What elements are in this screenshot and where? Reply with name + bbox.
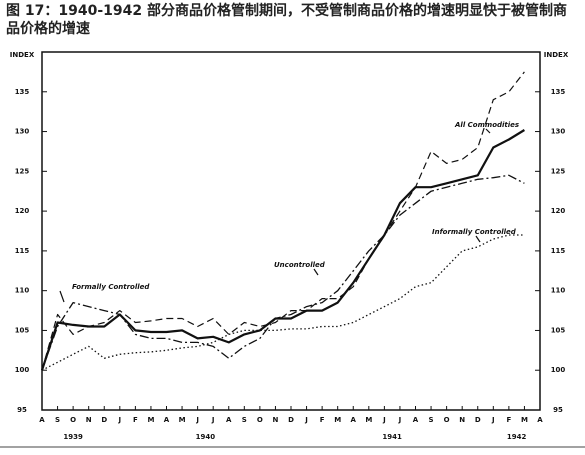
x-tick-label: A xyxy=(39,416,45,424)
x-tick-label: J xyxy=(211,416,215,424)
x-tick-label: A xyxy=(537,416,543,424)
series-line xyxy=(41,234,525,371)
series-label: All Commodities xyxy=(454,121,519,129)
x-tick-label: M xyxy=(521,416,528,424)
y2-tick-label: 115 xyxy=(551,247,566,255)
x-group-label: 1941 xyxy=(382,433,402,441)
y-tick-label: 105 xyxy=(15,326,30,334)
y-tick-label: 135 xyxy=(15,88,30,96)
series-line xyxy=(40,129,525,371)
y2-tick-label: 120 xyxy=(551,207,566,215)
series-label: Formally Controlled xyxy=(72,283,150,291)
y-tick-label: 110 xyxy=(15,287,30,295)
x-group-label: 1939 xyxy=(63,433,83,441)
label-arrow xyxy=(475,235,481,243)
y2-tick-label: 125 xyxy=(551,167,566,175)
x-tick-label: A xyxy=(164,416,170,424)
x-tick-label: O xyxy=(444,416,450,424)
x-tick-label: N xyxy=(86,416,92,424)
series-label: Informally Controlled xyxy=(432,228,517,236)
x-tick-label: F xyxy=(320,416,325,424)
x-tick-label: N xyxy=(459,416,465,424)
x-tick-label: M xyxy=(334,416,341,424)
x-tick-label: A xyxy=(351,416,357,424)
x-tick-label: O xyxy=(257,416,263,424)
label-arrow xyxy=(313,268,319,276)
y2-tick-label: 95 xyxy=(553,406,563,414)
label-arrow xyxy=(59,290,65,303)
y2-tick-label: 105 xyxy=(551,326,566,334)
x-tick-label: J xyxy=(118,416,122,424)
y2-tick-label: 100 xyxy=(551,366,566,374)
x-tick-label: S xyxy=(55,416,60,424)
x-tick-label: A xyxy=(226,416,232,424)
series-label: Uncontrolled xyxy=(274,261,326,269)
series-line xyxy=(41,174,525,371)
y2-axis-title: INDEX xyxy=(544,51,569,59)
x-tick-label: J xyxy=(195,416,199,424)
x-tick-label: A xyxy=(413,416,419,424)
x-tick-label: J xyxy=(398,416,402,424)
x-tick-label: D xyxy=(475,416,481,424)
x-tick-label: F xyxy=(133,416,138,424)
x-group-label: 1940 xyxy=(196,433,216,441)
x-tick-label: J xyxy=(304,416,308,424)
x-tick-label: M xyxy=(179,416,186,424)
x-group-label: 1942 xyxy=(507,433,527,441)
x-tick-label: M xyxy=(147,416,154,424)
y2-tick-label: 135 xyxy=(551,88,566,96)
x-tick-label: M xyxy=(365,416,372,424)
x-tick-label: J xyxy=(491,416,495,424)
x-tick-label: D xyxy=(288,416,294,424)
y2-tick-label: 130 xyxy=(551,128,566,136)
y-tick-label: 120 xyxy=(15,207,30,215)
y-tick-label: 125 xyxy=(15,167,30,175)
x-tick-label: D xyxy=(101,416,107,424)
y-tick-label: 95 xyxy=(17,406,27,414)
y2-tick-label: 110 xyxy=(551,287,566,295)
x-tick-label: J xyxy=(382,416,386,424)
y-axis-title: INDEX xyxy=(10,51,35,59)
series-line xyxy=(41,71,525,371)
x-tick-label: N xyxy=(273,416,279,424)
x-tick-label: O xyxy=(70,416,76,424)
chart-title: 图 17：1940-1942 部分商品价格管制期间，不受管制商品价格的增速明显快… xyxy=(6,3,567,37)
y-tick-label: 100 xyxy=(15,366,30,374)
y-tick-label: 115 xyxy=(15,247,30,255)
label-arrow xyxy=(485,128,491,134)
x-tick-label: S xyxy=(242,416,247,424)
x-tick-label: F xyxy=(506,416,511,424)
y-tick-label: 130 xyxy=(15,128,30,136)
x-tick-label: S xyxy=(429,416,434,424)
